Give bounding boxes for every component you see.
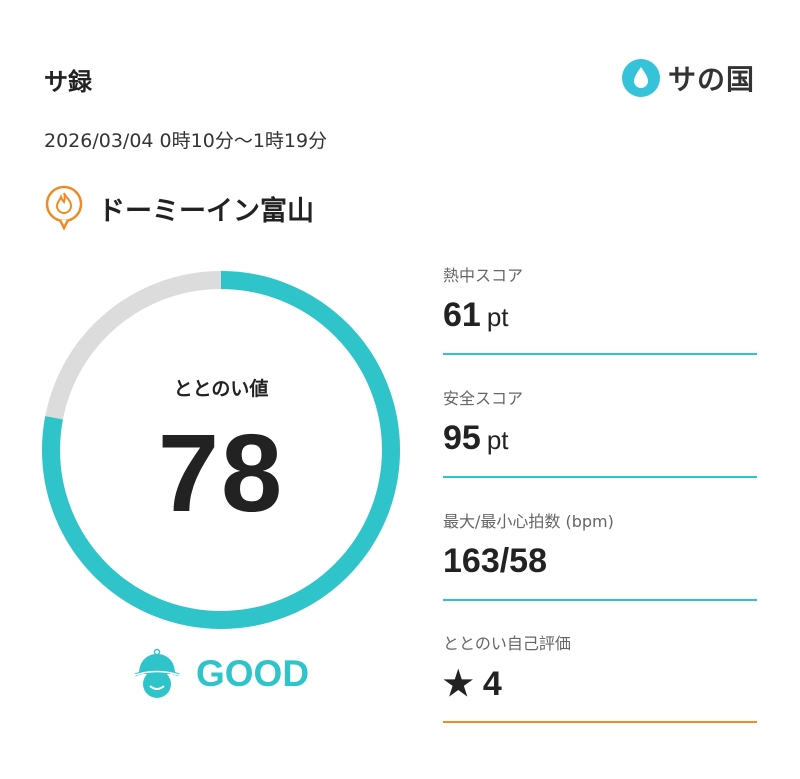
stat-unit: pt (486, 302, 509, 332)
stat-value: ★ 4 (443, 665, 502, 703)
gauge-label: ととのい値 (173, 378, 269, 400)
stat-value: 95 (443, 419, 481, 457)
logo-text: サの国 (668, 63, 756, 96)
gauge-value: 78 (157, 412, 285, 535)
rating-text: GOOD (196, 653, 310, 694)
divider (443, 721, 757, 723)
divider (443, 599, 757, 601)
stat-heat-score: 熱中スコア 61 pt (443, 262, 757, 355)
rating: GOOD (134, 648, 309, 700)
facility[interactable]: ドーミーイン富山 (44, 184, 314, 232)
totonoi-gauge (42, 271, 400, 629)
stat-value: 163/58 (443, 542, 547, 580)
divider (443, 353, 757, 355)
stat-heart-rate: 最大/最小心拍数 (bpm) 163/58 (443, 508, 757, 601)
stat-label: ととのい自己評価 (443, 634, 571, 653)
page-title: サ録 (44, 68, 92, 96)
sauna-fire-icon (45, 185, 83, 231)
stat-label: 熱中スコア (443, 266, 524, 285)
stat-label: 安全スコア (443, 389, 524, 408)
sauna-hat-face-icon (134, 648, 180, 698)
stat-value: 61 (443, 296, 481, 334)
drop-icon (622, 59, 660, 97)
divider (443, 476, 757, 478)
stat-safety-score: 安全スコア 95 pt (443, 385, 757, 478)
app-logo: サの国 (622, 58, 755, 98)
facility-name: ドーミーイン富山 (98, 195, 314, 227)
gauge-fill (42, 271, 400, 629)
stat-label: 最大/最小心拍数 (bpm) (443, 512, 614, 531)
stat-unit: pt (486, 425, 509, 455)
session-datetime: 2026/03/04 0時10分〜1時19分 (44, 130, 328, 152)
stat-self-rating: ととのい自己評価 ★ 4 (443, 630, 757, 723)
